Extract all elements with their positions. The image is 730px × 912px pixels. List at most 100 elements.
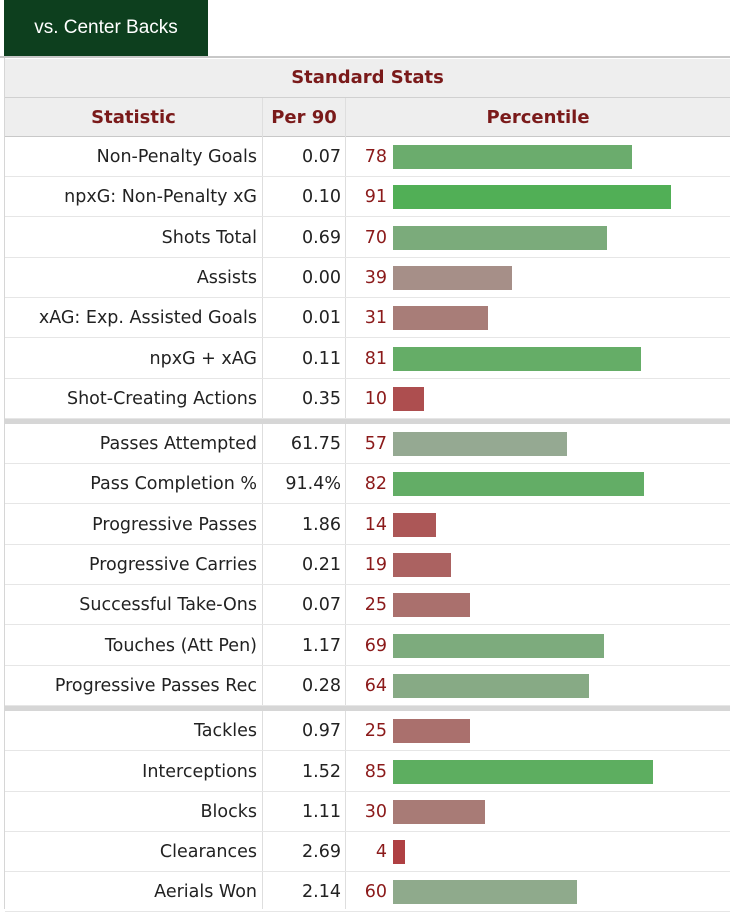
percentile-value: 30 <box>364 801 387 822</box>
stat-label: Shot-Creating Actions <box>66 388 257 409</box>
table-row: Touches (Att Pen) 1.17 69 <box>5 626 730 666</box>
tab-underline <box>0 56 730 58</box>
table-row: Non-Penalty Goals 0.07 78 <box>5 137 730 177</box>
table-row: Clearances 2.69 4 <box>5 832 730 873</box>
percentile-value: 85 <box>364 761 387 782</box>
table-row: npxG: Non-Penalty xG 0.10 91 <box>5 177 730 218</box>
per90-value: 1.11 <box>302 801 341 822</box>
percentile-value: 39 <box>364 267 387 288</box>
percentile-value: 91 <box>364 187 387 208</box>
per90-value: 0.10 <box>302 187 341 208</box>
tab-vs-center-backs[interactable]: vs. Center Backs <box>4 0 208 56</box>
percentile-value: 31 <box>364 308 387 329</box>
col-header-percentile: Percentile <box>346 98 730 137</box>
per90-value: 0.07 <box>302 147 341 167</box>
percentile-bar <box>393 225 608 250</box>
stat-label: xAG: Exp. Assisted Goals <box>38 308 257 329</box>
per90-value: 1.86 <box>302 514 341 535</box>
percentile-bar <box>393 759 654 784</box>
per90-value: 2.69 <box>302 842 341 863</box>
per90-value: 0.97 <box>302 721 341 742</box>
stat-label: Progressive Passes Rec <box>54 675 257 696</box>
percentile-bar <box>393 265 513 290</box>
table-row: Progressive Passes Rec 0.28 64 <box>5 666 730 706</box>
per90-value: 0.21 <box>302 555 341 575</box>
percentile-bar <box>393 432 568 457</box>
percentile-bar <box>393 306 488 331</box>
per90-value: 0.07 <box>302 595 341 616</box>
per90-value: 0.00 <box>302 267 341 288</box>
section-title: Standard Stats <box>5 59 730 98</box>
percentile-bar <box>393 472 644 497</box>
per90-value: 1.52 <box>302 761 341 782</box>
table-row: Interceptions 1.52 85 <box>5 752 730 792</box>
table-row: xAG: Exp. Assisted Goals 0.01 31 <box>5 298 730 339</box>
percentile-value: 64 <box>364 675 387 696</box>
table-row: Tackles 0.97 25 <box>5 711 730 752</box>
percentile-value: 10 <box>364 388 387 409</box>
percentile-bar <box>393 673 589 698</box>
percentile-bar <box>393 346 641 371</box>
stat-label: Blocks <box>200 801 257 822</box>
percentile-bar <box>393 386 424 411</box>
percentile-bar <box>393 799 485 824</box>
stat-label: Non-Penalty Goals <box>96 147 257 167</box>
per90-value: 2.14 <box>302 882 341 903</box>
stat-label: Passes Attempted <box>99 434 257 455</box>
stat-label: npxG + xAG <box>149 348 258 369</box>
stat-label: Progressive Carries <box>88 555 257 575</box>
percentile-bar <box>393 593 470 618</box>
percentile-value: 4 <box>375 842 387 863</box>
group-separator <box>5 419 730 425</box>
per90-value: 0.11 <box>302 348 341 369</box>
table-row: Progressive Carries 0.21 19 <box>5 545 730 585</box>
table-row: Successful Take-Ons 0.07 25 <box>5 585 730 626</box>
table-row: Passes Attempted 61.75 57 <box>5 424 730 465</box>
percentile-bar <box>393 633 605 658</box>
percentile-value: 69 <box>364 635 387 656</box>
percentile-bar <box>393 719 470 744</box>
table-row: npxG + xAG 0.11 81 <box>5 339 730 379</box>
stats-table <box>4 58 730 909</box>
percentile-value: 57 <box>364 434 387 455</box>
per90-value: 0.01 <box>302 308 341 329</box>
percentile-value: 19 <box>364 555 387 575</box>
table-row: Aerials Won 2.14 60 <box>5 872 730 912</box>
stat-label: Aerials Won <box>154 882 257 903</box>
percentile-bar <box>393 512 436 537</box>
percentile-bar <box>393 145 632 169</box>
per90-value: 91.4% <box>285 474 341 495</box>
percentile-value: 78 <box>364 147 387 167</box>
stat-label: Shots Total <box>161 227 257 248</box>
percentile-bar <box>393 840 406 865</box>
stat-label: Pass Completion % <box>90 474 257 495</box>
table-row: Pass Completion % 91.4% 82 <box>5 464 730 505</box>
percentile-bar <box>393 185 672 210</box>
per90-value: 0.28 <box>302 675 341 696</box>
stat-label: Interceptions <box>142 761 257 782</box>
table-row: Blocks 1.11 30 <box>5 792 730 832</box>
stat-label: Progressive Passes <box>92 514 257 535</box>
stat-label: npxG: Non-Penalty xG <box>64 187 257 208</box>
stat-label: Successful Take-Ons <box>79 595 257 616</box>
percentile-bar <box>393 553 452 577</box>
per90-value: 0.69 <box>302 227 341 248</box>
table-row: Progressive Passes 1.86 14 <box>5 505 730 545</box>
stat-label: Tackles <box>193 721 257 742</box>
percentile-value: 25 <box>364 721 387 742</box>
per90-value: 61.75 <box>290 434 341 455</box>
table-row: Shot-Creating Actions 0.35 10 <box>5 379 730 419</box>
percentile-value: 14 <box>364 514 387 535</box>
percentile-value: 81 <box>364 348 387 369</box>
stat-label: Clearances <box>159 842 257 863</box>
percentile-value: 25 <box>364 595 387 616</box>
col-header-statistic: Statistic <box>5 98 262 137</box>
per90-value: 1.17 <box>302 635 341 656</box>
table-row: Shots Total 0.69 70 <box>5 218 730 258</box>
group-separator <box>5 706 730 712</box>
percentile-value: 70 <box>364 227 387 248</box>
table-row: Assists 0.00 39 <box>5 258 730 298</box>
stat-label: Touches (Att Pen) <box>104 635 257 656</box>
per90-value: 0.35 <box>302 388 341 409</box>
stat-label: Assists <box>196 267 257 288</box>
